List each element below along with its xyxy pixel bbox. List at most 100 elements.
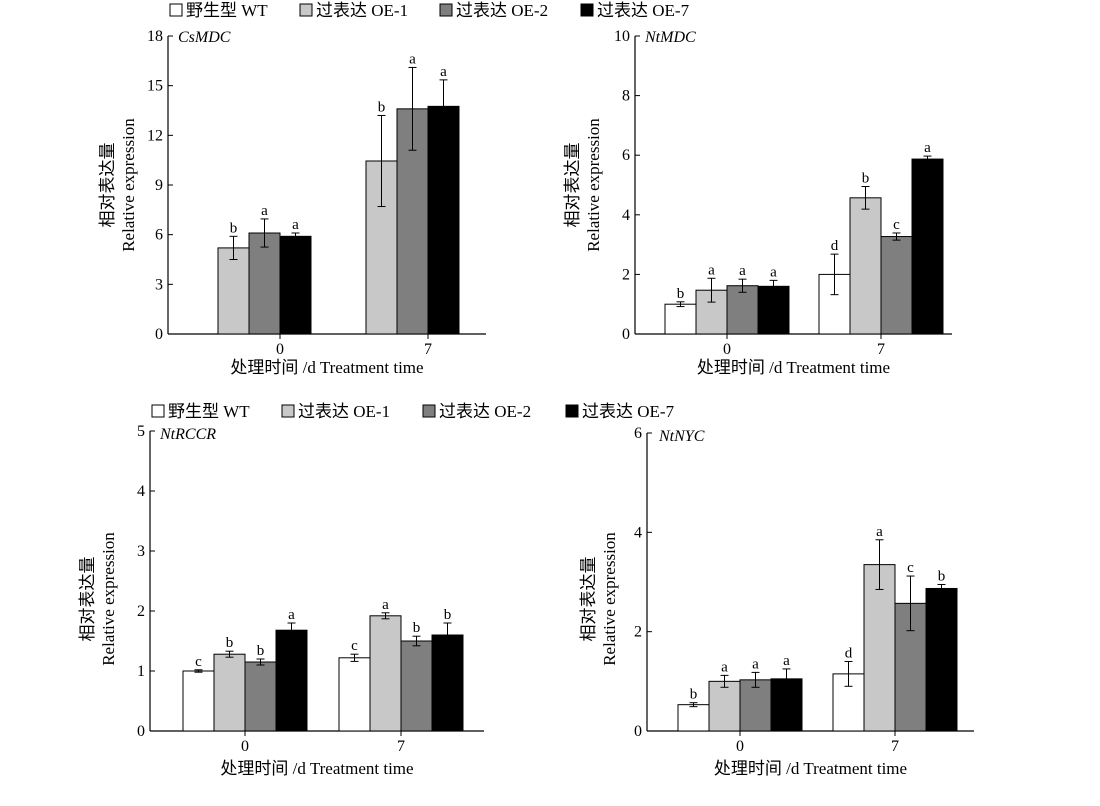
legend-label-wt: 野生型 WT: [186, 1, 268, 20]
significance-letter: b: [413, 620, 421, 636]
chart-title: NtNYC: [658, 428, 705, 445]
legend-swatch-oe2: [439, 3, 453, 17]
chart-ntmdc: 0 2 4 6 8 10 NtMDC 相对表达量 Relative expression 处理时间…: [563, 28, 952, 377]
legend-label-oe2: 过表达 OE-2: [439, 402, 531, 421]
significance-letter: c: [195, 654, 202, 670]
bar-oe2-day0: [739, 679, 772, 732]
significance-letter: a: [783, 653, 790, 669]
y-tick-label: 0: [137, 723, 145, 740]
y-tick-label: 0: [155, 326, 163, 343]
significance-letter: a: [752, 656, 759, 672]
significance-letter: a: [739, 263, 746, 279]
bar-oe7-day0: [279, 235, 312, 335]
x-tick-label: 0: [736, 738, 744, 755]
y-tick-label: 3: [137, 543, 145, 560]
significance-letter: a: [708, 262, 715, 278]
bar-oe1-day0: [213, 653, 246, 732]
legend-top: 野生型 WT 过表达 OE-1 过表达 OE-2 过表达 OE-7: [169, 1, 690, 20]
legend-label-oe2: 过表达 OE-2: [456, 1, 548, 20]
y-tick-label: 2: [634, 624, 642, 641]
bar-oe1-day7: [863, 564, 896, 732]
y-tick-label: 8: [622, 88, 630, 105]
chart-title: CsMDC: [178, 29, 231, 46]
y-tick-label: 4: [137, 483, 145, 500]
x-tick-label: 7: [397, 738, 405, 755]
bar-oe7-day7: [431, 634, 464, 732]
bar-oe7-day7: [925, 587, 958, 732]
y-tick-label: 10: [614, 28, 630, 45]
bar-oe1-day0: [708, 680, 741, 732]
y-axis-title-en: Relative expression: [584, 118, 603, 252]
y-tick-label: 9: [155, 177, 163, 194]
significance-letter: a: [288, 607, 295, 623]
legend-label-oe7: 过表达 OE-7: [597, 1, 690, 20]
x-tick-label: 7: [891, 738, 899, 755]
y-axis-title-cn: 相对表达量: [78, 557, 97, 642]
chart-ntnyc: 0 2 4 6 NtNYC 相对表达量 Relative expression 处理时间 /d…: [579, 425, 974, 778]
bar-oe7-day0: [757, 285, 790, 335]
significance-letter: a: [924, 140, 931, 156]
x-tick-label: 7: [424, 341, 432, 358]
significance-letter: b: [226, 635, 234, 651]
y-tick-label: 0: [622, 326, 630, 343]
bar-wt-day0: [664, 303, 697, 335]
chart-csmdc: 0 3 6 9 12 15 18 CsMDC 相对表达量 Relative expression 处…: [98, 28, 486, 377]
legend-item-oe1: 过表达 OE-1: [299, 1, 408, 20]
significance-letter: a: [440, 64, 447, 80]
bar-oe1-day0: [217, 247, 250, 335]
chart-ntrccr: 0 1 2 3 4 5 NtRCCR 相对表达量 Relative expression 处理时间…: [78, 423, 484, 778]
y-tick-label: 5: [137, 423, 145, 440]
x-axis-title: 处理时间 /d Treatment time: [714, 759, 907, 778]
legend-label-oe1: 过表达 OE-1: [298, 402, 390, 421]
y-axis-title-cn: 相对表达量: [563, 143, 582, 228]
y-axis-title-en: Relative expression: [119, 118, 138, 252]
y-tick-label: 6: [634, 425, 642, 442]
y-tick-label: 6: [622, 147, 630, 164]
y-tick-label: 2: [622, 266, 630, 283]
x-tick-label: 7: [877, 341, 885, 358]
legend-label-oe1: 过表达 OE-1: [316, 1, 408, 20]
legend-item-wt: 野生型 WT: [169, 1, 268, 20]
y-tick-label: 4: [622, 207, 630, 224]
significance-letter: c: [893, 217, 900, 233]
significance-letter: b: [862, 170, 870, 186]
significance-letter: a: [261, 203, 268, 219]
y-tick-label: 18: [147, 28, 163, 45]
x-axis-title: 处理时间 /d Treatment time: [697, 358, 890, 377]
significance-letter: b: [257, 643, 265, 659]
legend-swatch-oe7: [565, 404, 579, 418]
bar-oe7-day7: [911, 158, 944, 335]
bar-oe2-day7: [880, 236, 913, 335]
bar-wt-day0: [182, 670, 215, 732]
legend-item-oe7: 过表达 OE-7: [580, 1, 690, 20]
legend-middle: 野生型 WT 过表达 OE-1 过表达 OE-2 过表达 OE-7: [151, 402, 675, 421]
x-tick-label: 0: [241, 738, 249, 755]
bar-oe7-day0: [275, 629, 308, 732]
legend-item-oe2: 过表达 OE-2: [439, 1, 548, 20]
x-axis-title: 处理时间 /d Treatment time: [220, 759, 413, 778]
significance-letter: d: [831, 238, 839, 254]
y-tick-label: 1: [137, 663, 145, 680]
significance-letter: b: [690, 687, 698, 703]
y-axis-title-cn: 相对表达量: [98, 143, 117, 228]
significance-letter: a: [770, 264, 777, 280]
y-tick-label: 15: [147, 78, 163, 95]
legend-item-wt: 野生型 WT: [151, 402, 250, 421]
y-tick-label: 0: [634, 723, 642, 740]
legend-swatch-oe1: [281, 404, 295, 418]
legend-item-oe1: 过表达 OE-1: [281, 402, 390, 421]
legend-swatch-oe1: [299, 3, 313, 17]
y-tick-label: 2: [137, 603, 145, 620]
y-tick-label: 4: [634, 524, 642, 541]
bar-wt-day7: [338, 657, 371, 732]
significance-letter: d: [845, 645, 853, 661]
chart-title: NtRCCR: [159, 426, 216, 443]
significance-letter: a: [409, 51, 416, 67]
y-axis-title-en: Relative expression: [600, 532, 619, 666]
chart-title: NtMDC: [644, 29, 696, 46]
legend-label-wt: 野生型 WT: [168, 402, 250, 421]
significance-letter: b: [230, 220, 238, 236]
significance-letter: a: [721, 659, 728, 675]
legend-label-oe7: 过表达 OE-7: [582, 402, 675, 421]
